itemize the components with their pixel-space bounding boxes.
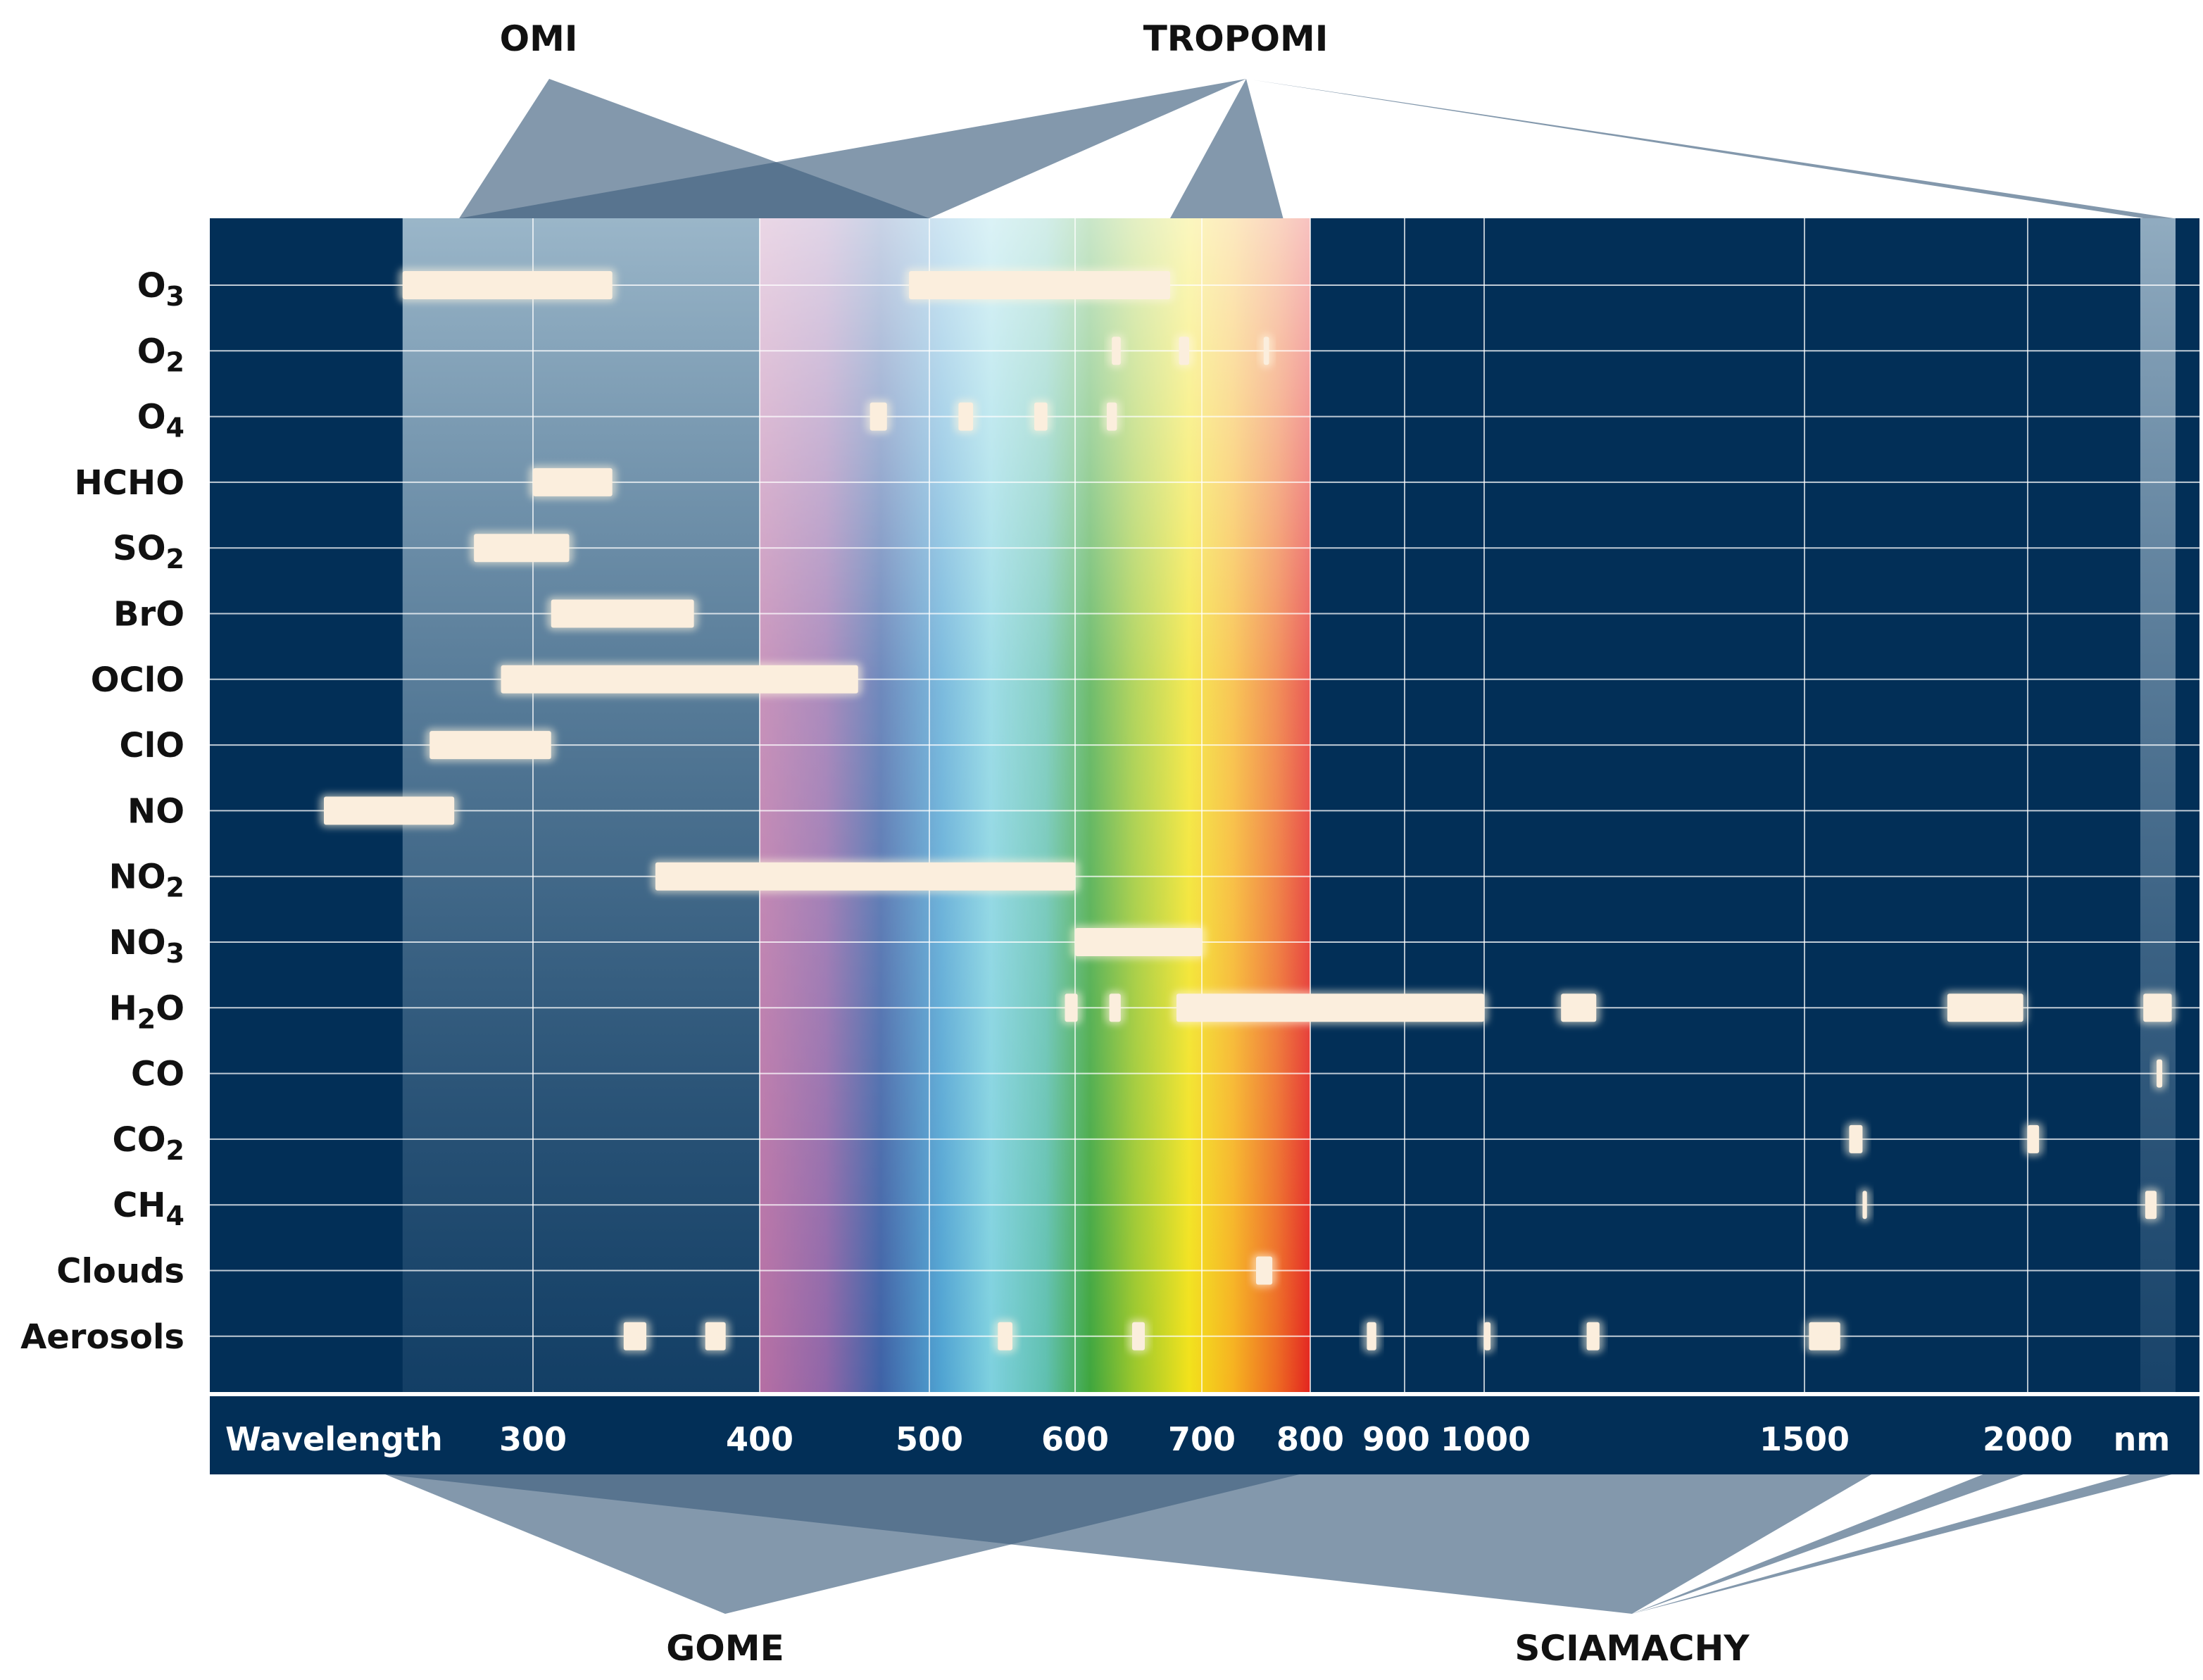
- absorption-band: [2152, 1056, 2167, 1091]
- species-label: SO2: [113, 529, 184, 575]
- axis-title: Wavelength: [225, 1420, 443, 1458]
- absorption-band: [1805, 1319, 1845, 1353]
- uv-region: [402, 218, 760, 1394]
- absorption-band: [993, 1319, 1017, 1353]
- species-label: HCHO: [75, 463, 184, 503]
- absorption-band: [1362, 1319, 1381, 1353]
- absorption-band: [1259, 334, 1274, 368]
- absorption-band: [1105, 991, 1125, 1025]
- species-label: Aerosols: [20, 1317, 184, 1357]
- axis-tick-label: 300: [499, 1420, 567, 1458]
- absorption-band: [1942, 991, 2028, 1025]
- absorption-band: [496, 662, 862, 696]
- species-label: CO: [131, 1055, 184, 1094]
- sensor-label-sciamachy: SCIAMACHY: [1514, 1628, 1750, 1669]
- species-label: O3: [137, 266, 184, 312]
- species-labels: O3 O2 O4 HCHO SO2 BrO OClO ClO NO NO2 NO3 H2O CO CO2 C…: [20, 266, 184, 1357]
- absorption-band: [470, 531, 574, 565]
- axis-tick-label: 900: [1362, 1420, 1430, 1458]
- wavelength-axis: Wavelength 300 400 500 600 700 800 900 1000 1500 2…: [210, 1392, 2199, 1474]
- species-label: ClO: [120, 726, 184, 765]
- absorption-band: [1172, 991, 1488, 1025]
- absorption-band: [865, 399, 891, 434]
- axis-tick-label: 400: [726, 1420, 793, 1458]
- absorption-band: [1030, 399, 1052, 434]
- absorption-band: [2140, 1188, 2161, 1222]
- tropomi-fan-uv: [459, 79, 1246, 218]
- absorption-band: [1103, 399, 1122, 434]
- species-label: Clouds: [56, 1252, 184, 1291]
- absorption-band: [1858, 1188, 1871, 1222]
- absorption-band: [1845, 1122, 1867, 1156]
- species-label: OClO: [91, 660, 184, 700]
- axis-tick-label: 600: [1041, 1420, 1109, 1458]
- species-label: NO2: [109, 858, 184, 903]
- axis-band: [210, 1394, 2199, 1474]
- species-label: CO2: [113, 1120, 184, 1166]
- absorption-band: [1174, 334, 1193, 368]
- absorption-band: [619, 1319, 651, 1353]
- absorption-band: [1128, 1319, 1149, 1353]
- axis-tick-label: 800: [1276, 1420, 1344, 1458]
- absorption-band: [1252, 1253, 1277, 1288]
- sensor-label-gome: GOME: [666, 1628, 784, 1669]
- absorption-band: [2023, 1122, 2044, 1156]
- absorption-band: [320, 794, 459, 828]
- tropomi-fan-nir: [1170, 79, 1283, 218]
- absorption-band: [425, 728, 556, 763]
- visible-spectrum-wash: [760, 218, 1310, 1394]
- species-label: H2O: [109, 989, 184, 1034]
- absorption-band: [398, 268, 617, 302]
- axis-tick-label: 1000: [1441, 1420, 1531, 1458]
- absorption-band: [1480, 1319, 1495, 1353]
- axis-tick-label: 1500: [1759, 1420, 1850, 1458]
- absorption-band: [701, 1319, 730, 1353]
- sciamachy-fan-1: [385, 1474, 1872, 1614]
- species-label: BrO: [113, 595, 184, 634]
- species-label: CH4: [113, 1186, 184, 1231]
- absorption-band: [529, 465, 617, 499]
- species-label: NO3: [109, 923, 184, 969]
- absorption-band: [1071, 925, 1206, 959]
- sensor-label-tropomi: TROPOMI: [1143, 18, 1329, 59]
- absorption-bands: [320, 268, 2176, 1353]
- absorption-band: [1557, 991, 1601, 1025]
- absorption-band: [651, 859, 1079, 894]
- axis-unit: nm: [2114, 1420, 2171, 1458]
- axis-tick-label: 700: [1168, 1420, 1236, 1458]
- absorption-band: [546, 596, 698, 631]
- species-label: NO: [127, 791, 184, 831]
- sensor-coverage-fans: [385, 79, 2174, 1614]
- sciamachy-fan-3: [1632, 1474, 2172, 1614]
- absorption-band: [1582, 1319, 1604, 1353]
- sensor-label-omi: OMI: [500, 18, 578, 59]
- absorption-band: [1060, 991, 1082, 1025]
- species-label: O4: [137, 398, 184, 444]
- tropomi-fan-swir: [1246, 79, 2174, 218]
- absorption-band: [1107, 334, 1125, 368]
- absorption-band: [954, 399, 978, 434]
- axis-tick-label: 2000: [1983, 1420, 2073, 1458]
- species-label: O2: [137, 332, 184, 377]
- absorption-band: [2139, 991, 2176, 1025]
- absorption-band: [905, 268, 1174, 302]
- sciamachy-fan-2: [1632, 1474, 2023, 1614]
- axis-tick-label: 500: [896, 1420, 963, 1458]
